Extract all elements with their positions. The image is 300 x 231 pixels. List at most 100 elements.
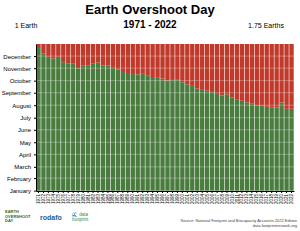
x-tick-mark [276, 191, 277, 193]
y-tick-label: February [7, 176, 31, 182]
bar [274, 44, 278, 108]
x-tick-mark [256, 191, 257, 193]
y-tick-mark [34, 68, 36, 69]
bar [185, 84, 189, 191]
bar [131, 73, 135, 191]
y-tick-mark [34, 142, 36, 143]
x-tick-label: 2022 [289, 194, 294, 205]
bar [284, 44, 288, 109]
bar [150, 44, 154, 77]
annotation: EARTHOVERSHOOTDAY [5, 209, 31, 223]
x-tick-mark [112, 191, 113, 193]
bar [81, 44, 85, 66]
y-tick: January [10, 188, 36, 194]
y-tick: July [20, 115, 36, 121]
y-tick-mark [34, 93, 36, 94]
bar [240, 44, 244, 101]
bar [126, 44, 130, 73]
bar [150, 77, 154, 191]
x-tick-mark [137, 191, 138, 193]
x-tick-mark [107, 191, 108, 193]
x-tick-mark [93, 191, 94, 193]
y-tick-mark [34, 105, 36, 106]
bar [289, 109, 293, 191]
x-tick-mark [152, 191, 153, 193]
x-tick-mark [63, 191, 64, 193]
y-tick: November [3, 66, 36, 72]
y-tick-label: October [10, 78, 31, 84]
y-tick-label: June [18, 127, 32, 133]
bar [96, 44, 100, 63]
bar [46, 44, 50, 57]
series [36, 44, 293, 109]
y-tick-mark [34, 191, 36, 192]
bar [116, 44, 120, 69]
bar [111, 44, 115, 67]
grid-line [36, 105, 294, 106]
plot: JanuaryFebruaryMarchAprilMayJuneJulyAugu… [2, 44, 295, 204]
grid [36, 56, 294, 191]
grid-line [36, 178, 294, 179]
x-tick-mark [236, 191, 237, 193]
y-tick-mark [34, 167, 36, 168]
grid-line [36, 190, 294, 191]
y-tick-mark [34, 178, 36, 179]
bar [250, 44, 254, 103]
bar [91, 44, 95, 64]
bar [155, 44, 159, 78]
x-tick-mark [98, 191, 99, 193]
bar [220, 96, 224, 191]
y-tick: March [14, 164, 36, 170]
x-tick-mark [281, 191, 282, 193]
bar [289, 44, 293, 109]
x-tick-mark [122, 191, 123, 193]
bar [170, 79, 174, 191]
x-tick-mark [48, 191, 49, 193]
bar [160, 79, 164, 191]
x-axis: 1971197219731974197519761977197819791980… [36, 191, 294, 204]
x-tick-mark [78, 191, 79, 193]
x-tick-mark [68, 191, 69, 193]
bar [215, 44, 219, 94]
bar [205, 91, 209, 191]
x-tick-mark [212, 191, 213, 193]
y-tick-label: September [2, 90, 31, 96]
x-tick-mark [291, 191, 292, 193]
y-tick: October [10, 78, 36, 84]
bar [175, 80, 179, 191]
x-tick-mark [117, 191, 118, 193]
x-tick-mark [88, 191, 89, 193]
y-tick: June [18, 127, 36, 133]
y-tick: December [3, 54, 36, 60]
x-tick-mark [53, 191, 54, 193]
bar [210, 92, 214, 191]
bar [71, 64, 75, 191]
bar [225, 94, 229, 191]
y-tick-label: April [19, 152, 31, 158]
bar [225, 44, 229, 94]
x-axis-line [37, 191, 295, 192]
bar [86, 44, 90, 66]
bar [240, 101, 244, 191]
x-tick-mark [58, 191, 59, 193]
bar [284, 109, 288, 191]
x-tick-mark [271, 191, 272, 193]
bar [165, 81, 169, 191]
bar [51, 58, 55, 191]
bar [195, 89, 199, 191]
bar [61, 44, 65, 62]
annotation: 1 Earth [15, 22, 38, 29]
y-tick-mark [34, 56, 36, 57]
bar [121, 44, 125, 71]
grid-line [36, 117, 294, 118]
y-tick-label: January [10, 188, 31, 194]
y-axis: JanuaryFebruaryMarchAprilMayJuneJulyAugu… [2, 45, 37, 195]
bar [61, 62, 65, 191]
x-tick-mark [261, 191, 262, 193]
bar [86, 66, 90, 191]
bar [260, 44, 264, 105]
bar [136, 75, 140, 191]
y-tick-label: August [12, 103, 31, 109]
bar [165, 44, 169, 81]
bar [200, 44, 204, 89]
